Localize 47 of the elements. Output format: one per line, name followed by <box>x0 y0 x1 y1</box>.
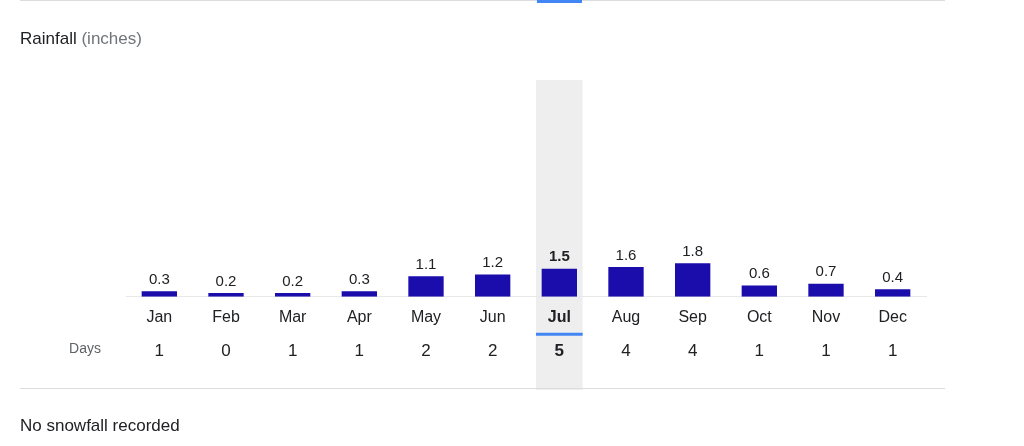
data-label: 0.2 <box>215 271 237 289</box>
x-tick-label: May <box>410 307 442 325</box>
x-tick-label: Apr <box>346 307 373 325</box>
x-tick-label: Sep <box>678 307 707 325</box>
bar <box>875 289 911 297</box>
x-tick-label: Jun <box>479 307 506 325</box>
x-tick-label: Jul <box>547 307 571 325</box>
bar <box>408 276 444 297</box>
x-tick-label: Feb <box>212 307 240 325</box>
text: 1 <box>154 341 165 361</box>
text: Days <box>69 339 101 356</box>
data-label: 1.8 <box>682 241 704 259</box>
text: 2 <box>487 341 498 361</box>
x-tick-label: Oct <box>746 307 773 325</box>
data-label: 0.3 <box>348 269 370 287</box>
x-tick-label: Jan <box>146 307 173 325</box>
text: 4 <box>687 341 698 361</box>
data-label: 0.6 <box>748 264 770 282</box>
chart-title: Rainfall <box>20 29 77 48</box>
bar <box>475 274 511 297</box>
data-label: 0.7 <box>815 262 837 280</box>
text: 1 <box>754 341 765 361</box>
x-tick-label: Mar <box>278 307 308 325</box>
x-tick-label: Aug <box>611 307 641 325</box>
x-tick-label: Nov <box>811 307 841 325</box>
text: 0 <box>221 341 231 361</box>
data-label: 1.2 <box>482 253 504 271</box>
text: 1 <box>354 341 365 361</box>
text: 2 <box>421 341 431 361</box>
text: 5 <box>554 341 565 361</box>
chart-subtitle: (inches) <box>81 29 142 48</box>
bar <box>541 268 577 297</box>
bar <box>675 263 711 297</box>
bar <box>808 283 844 297</box>
data-label: 1.1 <box>415 254 437 272</box>
data-label: 0.2 <box>282 271 304 289</box>
text: 1 <box>821 341 831 361</box>
text: 1 <box>287 341 298 361</box>
data-label: 1.5 <box>548 247 570 265</box>
text: No snowfall recorded <box>20 416 180 436</box>
data-label: 1.6 <box>615 245 637 263</box>
data-label: 0.3 <box>148 269 170 287</box>
x-tick-label: Dec <box>878 307 907 325</box>
bar <box>608 266 644 297</box>
data-label: 0.4 <box>882 267 904 285</box>
text: 1 <box>887 341 898 361</box>
text: 4 <box>621 341 631 361</box>
